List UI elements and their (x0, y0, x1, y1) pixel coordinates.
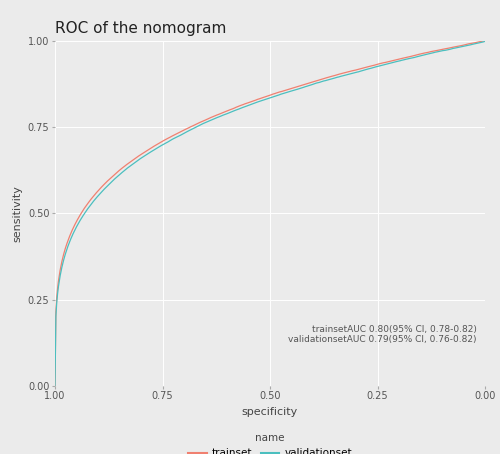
validationset (256, 99, 262, 104)
Line: trainset: trainset (55, 41, 485, 386)
Text: ROC of the nomogram: ROC of the nomogram (55, 20, 226, 35)
Text: trainsetAUC 0.80(95% CI, 0.78-0.82)
validationsetAUC 0.79(95% CI, 0.76-0.82): trainsetAUC 0.80(95% CI, 0.78-0.82) vali… (288, 325, 476, 345)
Legend: trainset, validationset: trainset, validationset (184, 429, 356, 454)
trainset (481, 38, 487, 44)
trainset (52, 383, 58, 389)
validationset (259, 98, 265, 104)
Y-axis label: sensitivity: sensitivity (12, 185, 22, 242)
Line: validationset: validationset (55, 41, 485, 386)
X-axis label: specificity: specificity (242, 407, 298, 417)
trainset (256, 96, 262, 102)
trainset (404, 54, 410, 60)
validationset (482, 38, 488, 44)
validationset (404, 56, 410, 62)
trainset (284, 87, 290, 92)
trainset (472, 40, 478, 45)
validationset (472, 41, 478, 47)
validationset (308, 82, 314, 88)
trainset (259, 95, 265, 101)
validationset (52, 383, 58, 389)
trainset (308, 80, 314, 85)
trainset (482, 38, 488, 44)
validationset (284, 89, 290, 95)
